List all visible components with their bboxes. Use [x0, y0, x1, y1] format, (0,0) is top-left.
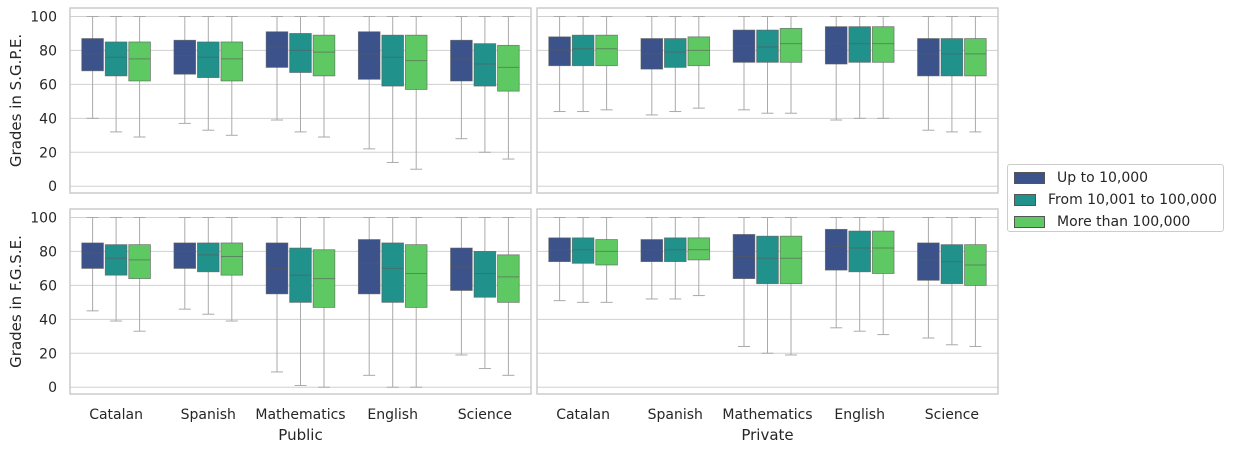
- panel-frame-r1-c1: [536, 208, 999, 395]
- box-r1-c1-mathematics-s1-iqr: [756, 235, 779, 285]
- box-r0-c1-science-s1-iqr: [940, 38, 964, 77]
- box-r0-c0-mathematics-s1-iqr: [289, 33, 312, 73]
- box-r0-c1-mathematics-s1-iqr: [756, 29, 779, 63]
- x-tick-label-col0-mathematics: Mathematics: [255, 407, 345, 423]
- legend-swatch-up-to-10000: [1014, 172, 1045, 184]
- y-tick-label-r1-20: 20: [39, 346, 57, 362]
- box-r0-c0-mathematics-s2-iqr: [312, 34, 336, 77]
- box-r1-c1-catalan-s1-iqr: [571, 237, 595, 264]
- x-tick-label-col0-catalan: Catalan: [89, 407, 143, 423]
- box-r0-c0-english-s1-iqr: [381, 34, 404, 87]
- x-tick-label-col1-mathematics: Mathematics: [722, 407, 812, 423]
- box-r1-c0-english-s1-iqr: [381, 242, 404, 303]
- legend-label-up-to-10000: Up to 10,000: [1057, 170, 1149, 186]
- y-tick-label-r1-100: 100: [30, 210, 57, 226]
- x-tick-label-col0-english: English: [367, 407, 418, 423]
- box-r0-c0-english-s2-iqr: [404, 34, 428, 90]
- box-r1-c0-spanish-s1-iqr: [197, 242, 220, 273]
- box-r1-c1-spanish-s0-iqr: [640, 239, 664, 263]
- y-tick-label-r0-0: 0: [48, 179, 57, 195]
- panel-frame-r1-c0: [69, 208, 532, 395]
- box-r1-c1-science-s0-iqr: [917, 242, 940, 281]
- box-r1-c1-spanish-s2-iqr: [687, 237, 711, 261]
- legend-swatch-10001-to-100000: [1014, 194, 1037, 206]
- box-r1-c1-english-s1-iqr: [848, 230, 871, 273]
- box-r0-c0-science-s2-iqr: [497, 44, 520, 92]
- box-r1-c0-catalan-s2-iqr: [128, 244, 151, 279]
- legend-item-10001-to-100000: From 10,001 to 100,000: [1014, 189, 1217, 211]
- box-r1-c0-spanish-s0-iqr: [173, 242, 197, 269]
- box-r0-c1-english-s1-iqr: [848, 26, 871, 63]
- box-r1-c0-english-s0-iqr: [357, 239, 381, 295]
- box-r0-c0-spanish-s1-iqr: [197, 41, 220, 78]
- box-r0-c1-english-s2-iqr: [871, 26, 895, 63]
- box-r0-c0-mathematics-s0-iqr: [265, 31, 289, 68]
- box-r1-c1-mathematics-s2-iqr: [779, 235, 803, 285]
- y-tick-label-r0-100: 100: [30, 9, 57, 25]
- y-axis-label-row1: Grades in F.G.S.E.: [7, 235, 25, 368]
- box-r1-c0-science-s2-iqr: [497, 254, 520, 303]
- legend-item-up-to-10000: Up to 10,000: [1014, 167, 1217, 189]
- box-r0-c0-catalan-s0-iqr: [81, 38, 104, 72]
- box-r1-c0-science-s1-iqr: [473, 251, 497, 298]
- box-r1-c0-english-s2-iqr: [404, 244, 428, 308]
- box-r1-c1-english-s0-iqr: [824, 228, 848, 271]
- box-r1-c1-english-s2-iqr: [871, 230, 895, 274]
- y-tick-label-r1-40: 40: [39, 312, 57, 328]
- box-r1-c0-spanish-s2-iqr: [220, 242, 244, 276]
- y-axis-label-row0: Grades in S.G.P.E.: [7, 34, 25, 167]
- box-r0-c0-science-s1-iqr: [473, 43, 497, 87]
- panel-frame-r0-c0: [69, 7, 532, 194]
- y-tick-label-r1-0: 0: [48, 380, 57, 396]
- panel-frame-r0-c1: [536, 7, 999, 194]
- y-tick-label-r1-80: 80: [39, 244, 57, 260]
- box-r1-c1-science-s1-iqr: [940, 244, 964, 285]
- y-tick-label-r0-40: 40: [39, 111, 57, 127]
- x-tick-label-col0-spanish: Spanish: [181, 407, 236, 423]
- y-tick-label-r0-80: 80: [39, 43, 57, 59]
- box-r0-c0-catalan-s1-iqr: [104, 41, 128, 77]
- box-r0-c1-spanish-s2-iqr: [687, 36, 711, 67]
- legend-label-10001-to-100000: From 10,001 to 100,000: [1048, 192, 1217, 208]
- legend: Up to 10,000 From 10,001 to 100,000 More…: [1007, 164, 1224, 232]
- box-r0-c1-spanish-s1-iqr: [664, 38, 687, 68]
- box-r1-c1-catalan-s2-iqr: [595, 239, 618, 266]
- box-r0-c1-catalan-s0-iqr: [548, 36, 571, 67]
- x-tick-label-col1-english: English: [834, 407, 885, 423]
- box-r0-c1-mathematics-s0-iqr: [732, 29, 756, 63]
- y-tick-label-r0-60: 60: [39, 77, 57, 93]
- box-r0-c1-science-s2-iqr: [964, 38, 987, 77]
- box-r0-c1-english-s0-iqr: [824, 26, 848, 65]
- x-axis-label-col1: Private: [741, 426, 793, 444]
- x-tick-label-col1-catalan: Catalan: [556, 407, 610, 423]
- box-r0-c0-english-s0-iqr: [357, 31, 381, 80]
- x-axis-label-col0: Public: [278, 426, 322, 444]
- y-tick-label-r1-60: 60: [39, 278, 57, 294]
- box-r0-c1-mathematics-s2-iqr: [779, 27, 803, 63]
- legend-item-more-than-100000: More than 100,000: [1014, 211, 1217, 233]
- box-r1-c0-catalan-s0-iqr: [81, 242, 104, 269]
- x-tick-label-col1-spanish: Spanish: [648, 407, 703, 423]
- legend-label-more-than-100000: More than 100,000: [1057, 214, 1191, 230]
- box-r0-c1-science-s0-iqr: [917, 38, 940, 77]
- box-r0-c1-catalan-s1-iqr: [571, 34, 595, 67]
- box-r0-c0-spanish-s0-iqr: [173, 39, 197, 75]
- box-r0-c1-catalan-s2-iqr: [595, 34, 618, 67]
- box-r0-c0-science-s0-iqr: [450, 39, 473, 82]
- box-r0-c0-spanish-s2-iqr: [220, 41, 244, 82]
- box-r0-c0-catalan-s2-iqr: [128, 41, 151, 82]
- x-tick-label-col1-science: Science: [925, 407, 979, 423]
- legend-swatch-more-than-100000: [1014, 216, 1045, 228]
- y-tick-label-r0-20: 20: [39, 145, 57, 161]
- x-tick-label-col0-science: Science: [458, 407, 512, 423]
- box-r1-c0-science-s0-iqr: [450, 247, 473, 291]
- box-r1-c0-catalan-s1-iqr: [104, 244, 128, 276]
